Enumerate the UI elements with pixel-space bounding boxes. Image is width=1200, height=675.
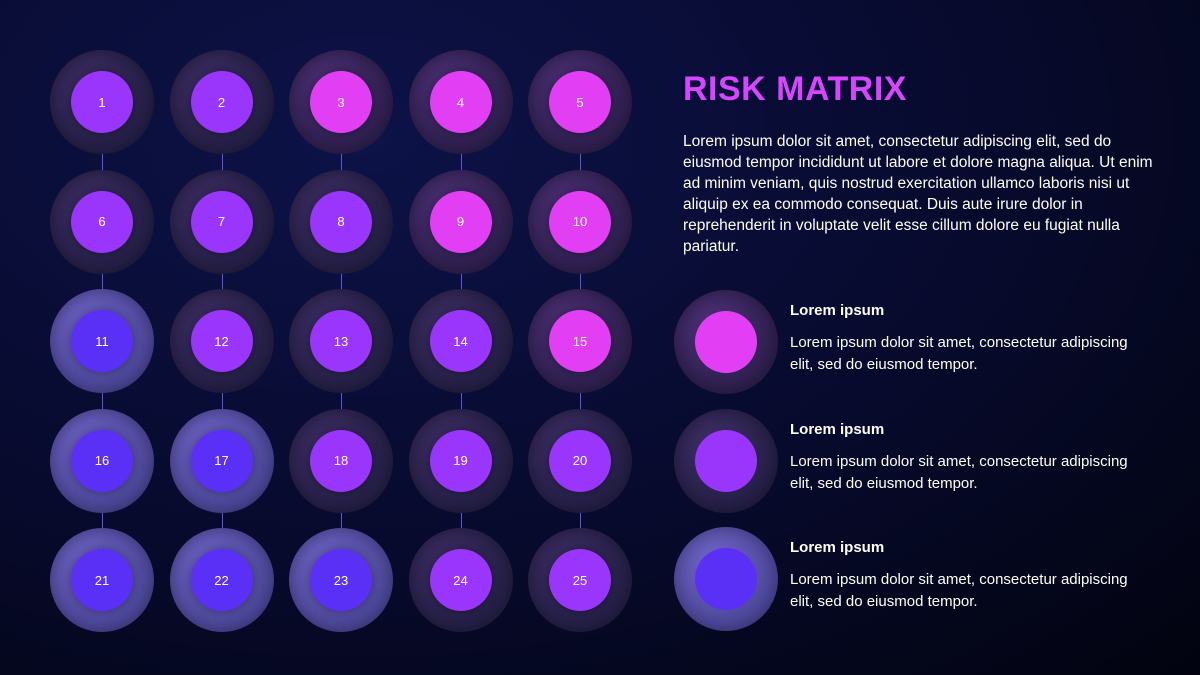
matrix-cell: 8 <box>289 169 393 274</box>
matrix-cell-number: 8 <box>310 190 372 253</box>
matrix-cell-number: 15 <box>549 310 611 372</box>
matrix-cell-number: 9 <box>429 190 492 253</box>
matrix-cell-number: 6 <box>71 190 133 253</box>
matrix-cell: 14 <box>408 289 513 393</box>
matrix-cell: 25 <box>528 528 632 632</box>
legend-desc-high: Lorem ipsum dolor sit amet, consectetur … <box>790 334 1128 373</box>
legend-dot-medium <box>695 430 757 492</box>
matrix-cell: 20 <box>528 408 632 513</box>
matrix-cell-number: 11 <box>71 310 133 372</box>
legend-desc-low: Lorem ipsum dolor sit amet, consectetur … <box>790 571 1128 610</box>
matrix-cell: 9 <box>408 169 513 274</box>
legend-dot-high <box>695 311 757 373</box>
matrix-cell-number: 1 <box>71 71 133 133</box>
matrix-cell: 15 <box>528 289 632 393</box>
matrix-cell: 12 <box>169 289 274 393</box>
legend-item-low: Lorem ipsum Lorem ipsum dolor sit amet, … <box>674 527 1154 631</box>
matrix-cell-number: 23 <box>310 549 372 611</box>
legend-title-high: Lorem ipsum <box>790 302 885 319</box>
matrix-cell-number: 18 <box>310 429 372 492</box>
matrix-cell: 11 <box>50 289 154 393</box>
matrix-cell-number: 16 <box>71 429 133 492</box>
matrix-cell-number: 3 <box>310 71 372 133</box>
matrix-cell-number: 25 <box>549 549 611 611</box>
matrix-cell-number: 7 <box>190 190 253 253</box>
matrix-cell-number: 13 <box>310 310 372 372</box>
matrix-cell: 16 <box>50 408 154 513</box>
matrix-cell-number: 19 <box>429 429 492 492</box>
matrix-cell: 24 <box>408 528 513 632</box>
matrix-cell: 17 <box>169 408 274 513</box>
matrix-cell: 23 <box>289 528 393 632</box>
matrix-cell: 6 <box>50 169 154 274</box>
legend-desc-medium: Lorem ipsum dolor sit amet, consectetur … <box>790 453 1128 492</box>
legend-item-high: Lorem ipsum Lorem ipsum dolor sit amet, … <box>674 290 1154 394</box>
matrix-cell-number: 5 <box>549 71 611 133</box>
matrix-cell: 1 <box>50 50 154 154</box>
matrix-cell-number: 14 <box>429 310 492 372</box>
matrix-cell-number: 20 <box>549 429 611 492</box>
matrix-cell: 19 <box>408 408 513 513</box>
matrix-cell-number: 12 <box>190 310 253 372</box>
matrix-cell: 3 <box>289 50 393 154</box>
matrix-cell: 2 <box>169 50 274 154</box>
matrix-cell-number: 4 <box>429 71 492 133</box>
matrix-cell: 4 <box>408 50 513 154</box>
matrix-cell-number: 22 <box>190 549 253 611</box>
legend-title-medium: Lorem ipsum <box>790 421 885 438</box>
intro-paragraph: Lorem ipsum dolor sit amet, consectetur … <box>683 133 1153 255</box>
legend-title-low: Lorem ipsum <box>790 539 885 556</box>
matrix-cell: 7 <box>169 169 274 274</box>
matrix-cell: 10 <box>528 169 632 274</box>
matrix-cell: 22 <box>169 528 274 632</box>
matrix-cell-number: 24 <box>429 549 492 611</box>
legend-dot-low <box>695 548 757 610</box>
matrix-cell: 13 <box>289 289 393 393</box>
matrix-cell-number: 21 <box>71 549 133 611</box>
matrix-cell: 21 <box>50 528 154 632</box>
matrix-cell-number: 10 <box>549 190 611 253</box>
matrix-cell: 5 <box>528 50 632 154</box>
matrix-cell-number: 2 <box>190 71 253 133</box>
page-title: RISK MATRIX <box>683 70 907 108</box>
matrix-cell-number: 17 <box>190 429 253 492</box>
legend-item-medium: Lorem ipsum Lorem ipsum dolor sit amet, … <box>674 409 1154 513</box>
matrix-cell: 18 <box>289 408 393 513</box>
